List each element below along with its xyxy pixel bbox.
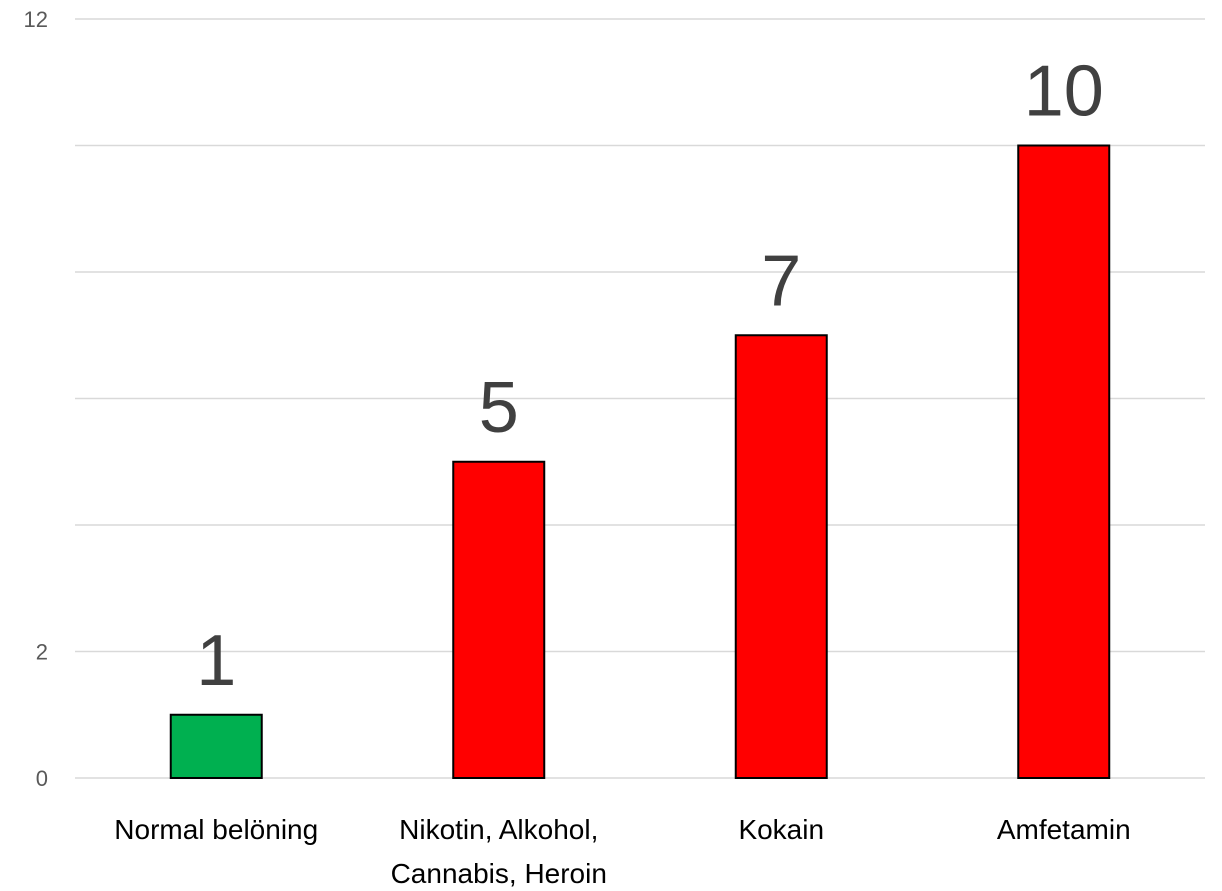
bar-2: [734, 334, 828, 779]
y-axis-tick-labels: 0 2 12: [24, 7, 48, 791]
data-label-3: 10: [1024, 52, 1104, 132]
category-label-2: Kokain: [738, 814, 824, 845]
y-tick-label-0: 0: [36, 766, 48, 791]
category-label-0: Normal belöning: [114, 814, 318, 845]
x-axis-category-labels: Normal belöning Nikotin, Alkohol, Cannabis…: [114, 814, 1130, 889]
bars: [169, 144, 1111, 779]
data-labels: 1 5 7 10: [196, 52, 1104, 701]
y-tick-label-2: 12: [24, 7, 48, 32]
category-label-1-line-1: Cannabis, Heroin: [391, 858, 607, 889]
category-label-1-line-0: Nikotin, Alkohol,: [399, 814, 598, 845]
y-tick-label-1: 2: [36, 640, 48, 665]
data-label-0: 1: [196, 621, 236, 701]
bar-0: [169, 713, 263, 779]
bar-1: [452, 460, 546, 779]
category-label-3: Amfetamin: [997, 814, 1131, 845]
data-label-1: 5: [479, 368, 519, 448]
bar-3: [1017, 144, 1111, 779]
data-label-2: 7: [761, 241, 801, 321]
gridlines: [75, 18, 1205, 779]
